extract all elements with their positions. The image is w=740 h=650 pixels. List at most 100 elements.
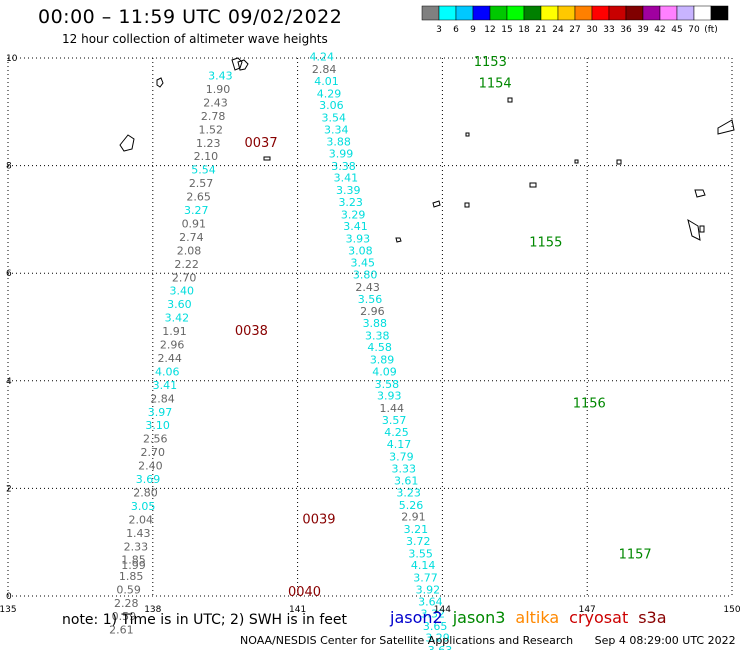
scale-swatch: [421, 5, 440, 21]
swh-value: 3.29: [341, 208, 366, 221]
swh-value: 2.22: [174, 258, 199, 271]
y-tick-label: 0: [6, 592, 12, 602]
swh-value: 3.29: [425, 632, 450, 645]
swh-value: 3.06: [319, 99, 344, 112]
swh-value: 3.32: [420, 608, 445, 621]
scale-swatch: [438, 5, 457, 21]
track-time: 0037: [245, 136, 278, 151]
color-scale: 3 6 9 12 15 18 21 24 27 30 33 36 39 42 45 70 (ft): [421, 5, 729, 35]
swh-value: 1.90: [206, 83, 231, 96]
scale-swatch: [506, 5, 525, 21]
swh-labels: 3.431.902.432.781.521.232.105.542.572.65…: [109, 51, 452, 650]
swh-value: 3.57: [382, 414, 407, 427]
page-subtitle: 12 hour collection of altimeter wave hei…: [62, 32, 328, 46]
swh-value: 3.80: [353, 269, 378, 282]
swh-value: 2.91: [401, 511, 426, 524]
swh-value: 2.43: [355, 281, 380, 294]
swh-value: 5.54: [191, 164, 216, 177]
swh-value: 2.78: [201, 110, 226, 123]
swh-value: 0.59: [112, 610, 137, 623]
swh-value: 2.10: [194, 150, 219, 163]
island-outline: [464, 202, 470, 208]
scale-swatch: [455, 5, 474, 21]
island-outline: [237, 59, 249, 71]
y-tick-label: 8: [6, 162, 12, 172]
swh-value: 2.43: [203, 96, 228, 109]
scale-swatch: [710, 5, 729, 21]
swh-value: 2.44: [157, 352, 182, 365]
swh-value: 4.25: [384, 426, 409, 439]
swh-value: 3.58: [375, 378, 400, 391]
swh-value: 3.55: [408, 547, 433, 560]
swh-value: 3.45: [351, 257, 376, 270]
swh-value: 2.57: [189, 177, 214, 190]
scale-swatch: [574, 5, 593, 21]
swh-value: 2.74: [179, 231, 204, 244]
island-outline: [507, 97, 513, 103]
island-outline: [432, 200, 441, 208]
swh-value: 3.23: [338, 196, 363, 209]
swh-value: 1.52: [198, 123, 223, 136]
swh-value: 2.04: [128, 513, 153, 526]
swh-value: 3.88: [363, 317, 388, 330]
island-outline: [156, 77, 164, 88]
swh-value: 3.97: [148, 406, 173, 419]
scale-swatch: [659, 5, 678, 21]
scale-label: 42: [654, 25, 665, 35]
track-time: 0040: [288, 585, 321, 600]
swh-value: 1.44: [379, 402, 404, 415]
swh-value: 1.23: [196, 137, 221, 150]
swh-value: 3.77: [413, 571, 438, 584]
note-text: note: 1) Time is in UTC; 2) SWH is in fe…: [62, 612, 348, 628]
island-outline: [529, 182, 537, 188]
swh-value: 2.65: [186, 191, 211, 204]
swh-value: 4.09: [372, 365, 397, 378]
x-tick-label: 147: [579, 605, 596, 615]
y-tick-label: 2: [6, 484, 12, 494]
swh-value: 3.40: [170, 285, 195, 298]
island-outline: [395, 237, 402, 243]
swh-value: 3.56: [358, 293, 383, 306]
swh-value: 4.58: [367, 341, 392, 354]
island-outline: [263, 156, 271, 161]
swh-value: 3.54: [322, 111, 347, 124]
island-outline: [119, 134, 135, 152]
swh-value: 3.41: [153, 379, 178, 392]
satellite-altika: altika: [515, 608, 560, 627]
swh-value: 2.96: [360, 305, 385, 318]
satellite-legend: jason2 jason3 altika cryosat s3a: [390, 608, 677, 627]
swh-value: 1.85: [119, 570, 144, 583]
island-outline: [699, 225, 705, 233]
swh-value: 3.41: [343, 220, 368, 233]
swh-value: 3.23: [396, 486, 421, 499]
swh-value: 2.70: [141, 446, 166, 459]
island-outline: [694, 189, 706, 198]
y-tick-label: 6: [6, 269, 12, 279]
swh-value: 0.59: [116, 583, 141, 596]
satellite-jason2: jason2: [390, 608, 443, 627]
swh-value: 2.40: [138, 460, 163, 473]
footer-credit: NOAA/NESDIS Center for Satellite Applica…: [240, 634, 574, 647]
swh-value: 3.64: [418, 596, 443, 609]
swh-value: 3.92: [416, 583, 441, 596]
scale-swatch: [693, 5, 712, 21]
satellite-s3a: s3a: [638, 608, 667, 627]
track-time: 1156: [573, 397, 606, 412]
scale-label: 30: [586, 25, 598, 35]
swh-value: 2.61: [109, 624, 134, 637]
swh-value: 4.06: [155, 365, 180, 378]
island-outline: [717, 119, 735, 135]
swh-value: 4.14: [411, 559, 436, 572]
footer-timestamp: Sep 4 08:29:00 UTC 2022: [594, 634, 736, 647]
swh-value: 2.84: [312, 63, 337, 76]
track-time: 1157: [619, 547, 652, 562]
swh-value: 2.08: [177, 244, 202, 257]
scale-label: 6: [453, 25, 459, 35]
scale-label: (ft): [704, 25, 718, 35]
scale-label: 33: [603, 25, 614, 35]
scale-label: 3: [436, 25, 442, 35]
swh-value: 3.63: [428, 644, 453, 650]
swh-value: 0.91: [182, 217, 207, 230]
scale-label: 36: [620, 25, 632, 35]
scale-swatch: [608, 5, 627, 21]
